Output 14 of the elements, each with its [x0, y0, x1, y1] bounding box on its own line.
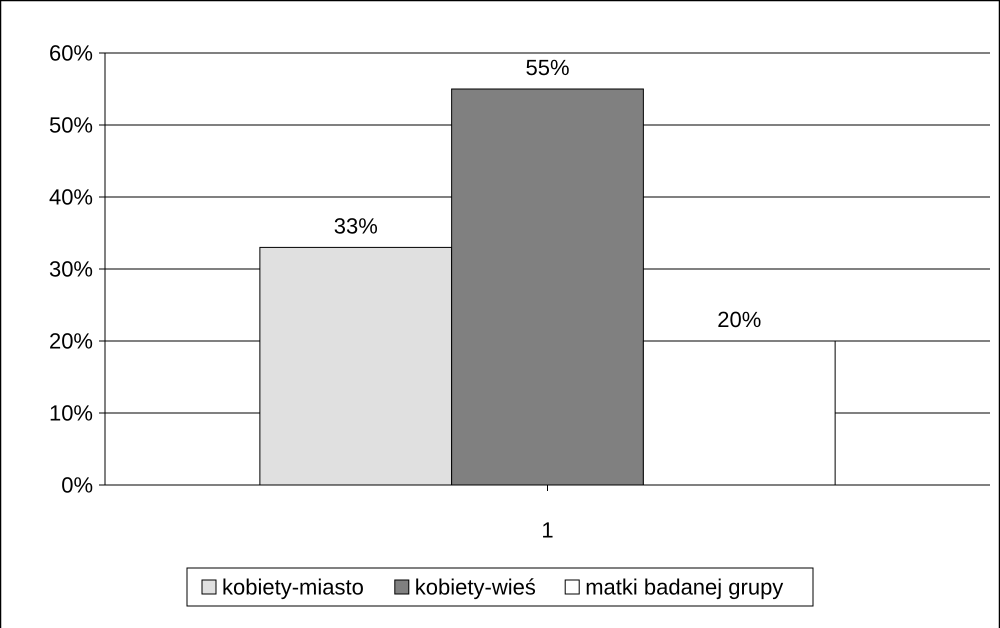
y-tick-label: 50%: [48, 112, 93, 138]
y-tick-label: 60%: [48, 40, 93, 66]
legend-label: kobiety-wieś: [414, 574, 536, 600]
y-tick-label: 10%: [48, 400, 93, 426]
y-tick-label: 30%: [48, 256, 93, 282]
data-label: 33%: [334, 213, 378, 238]
data-label: 55%: [525, 55, 570, 80]
x-tick-label: 1: [541, 518, 554, 543]
y-tick-label: 20%: [48, 328, 93, 354]
y-tick-label: 40%: [48, 184, 93, 210]
legend-label: kobiety-miasto: [222, 574, 364, 600]
data-label: 20%: [717, 307, 762, 332]
y-tick-label: 0%: [61, 472, 93, 498]
legend-label: matki badanej grupy: [585, 574, 784, 600]
